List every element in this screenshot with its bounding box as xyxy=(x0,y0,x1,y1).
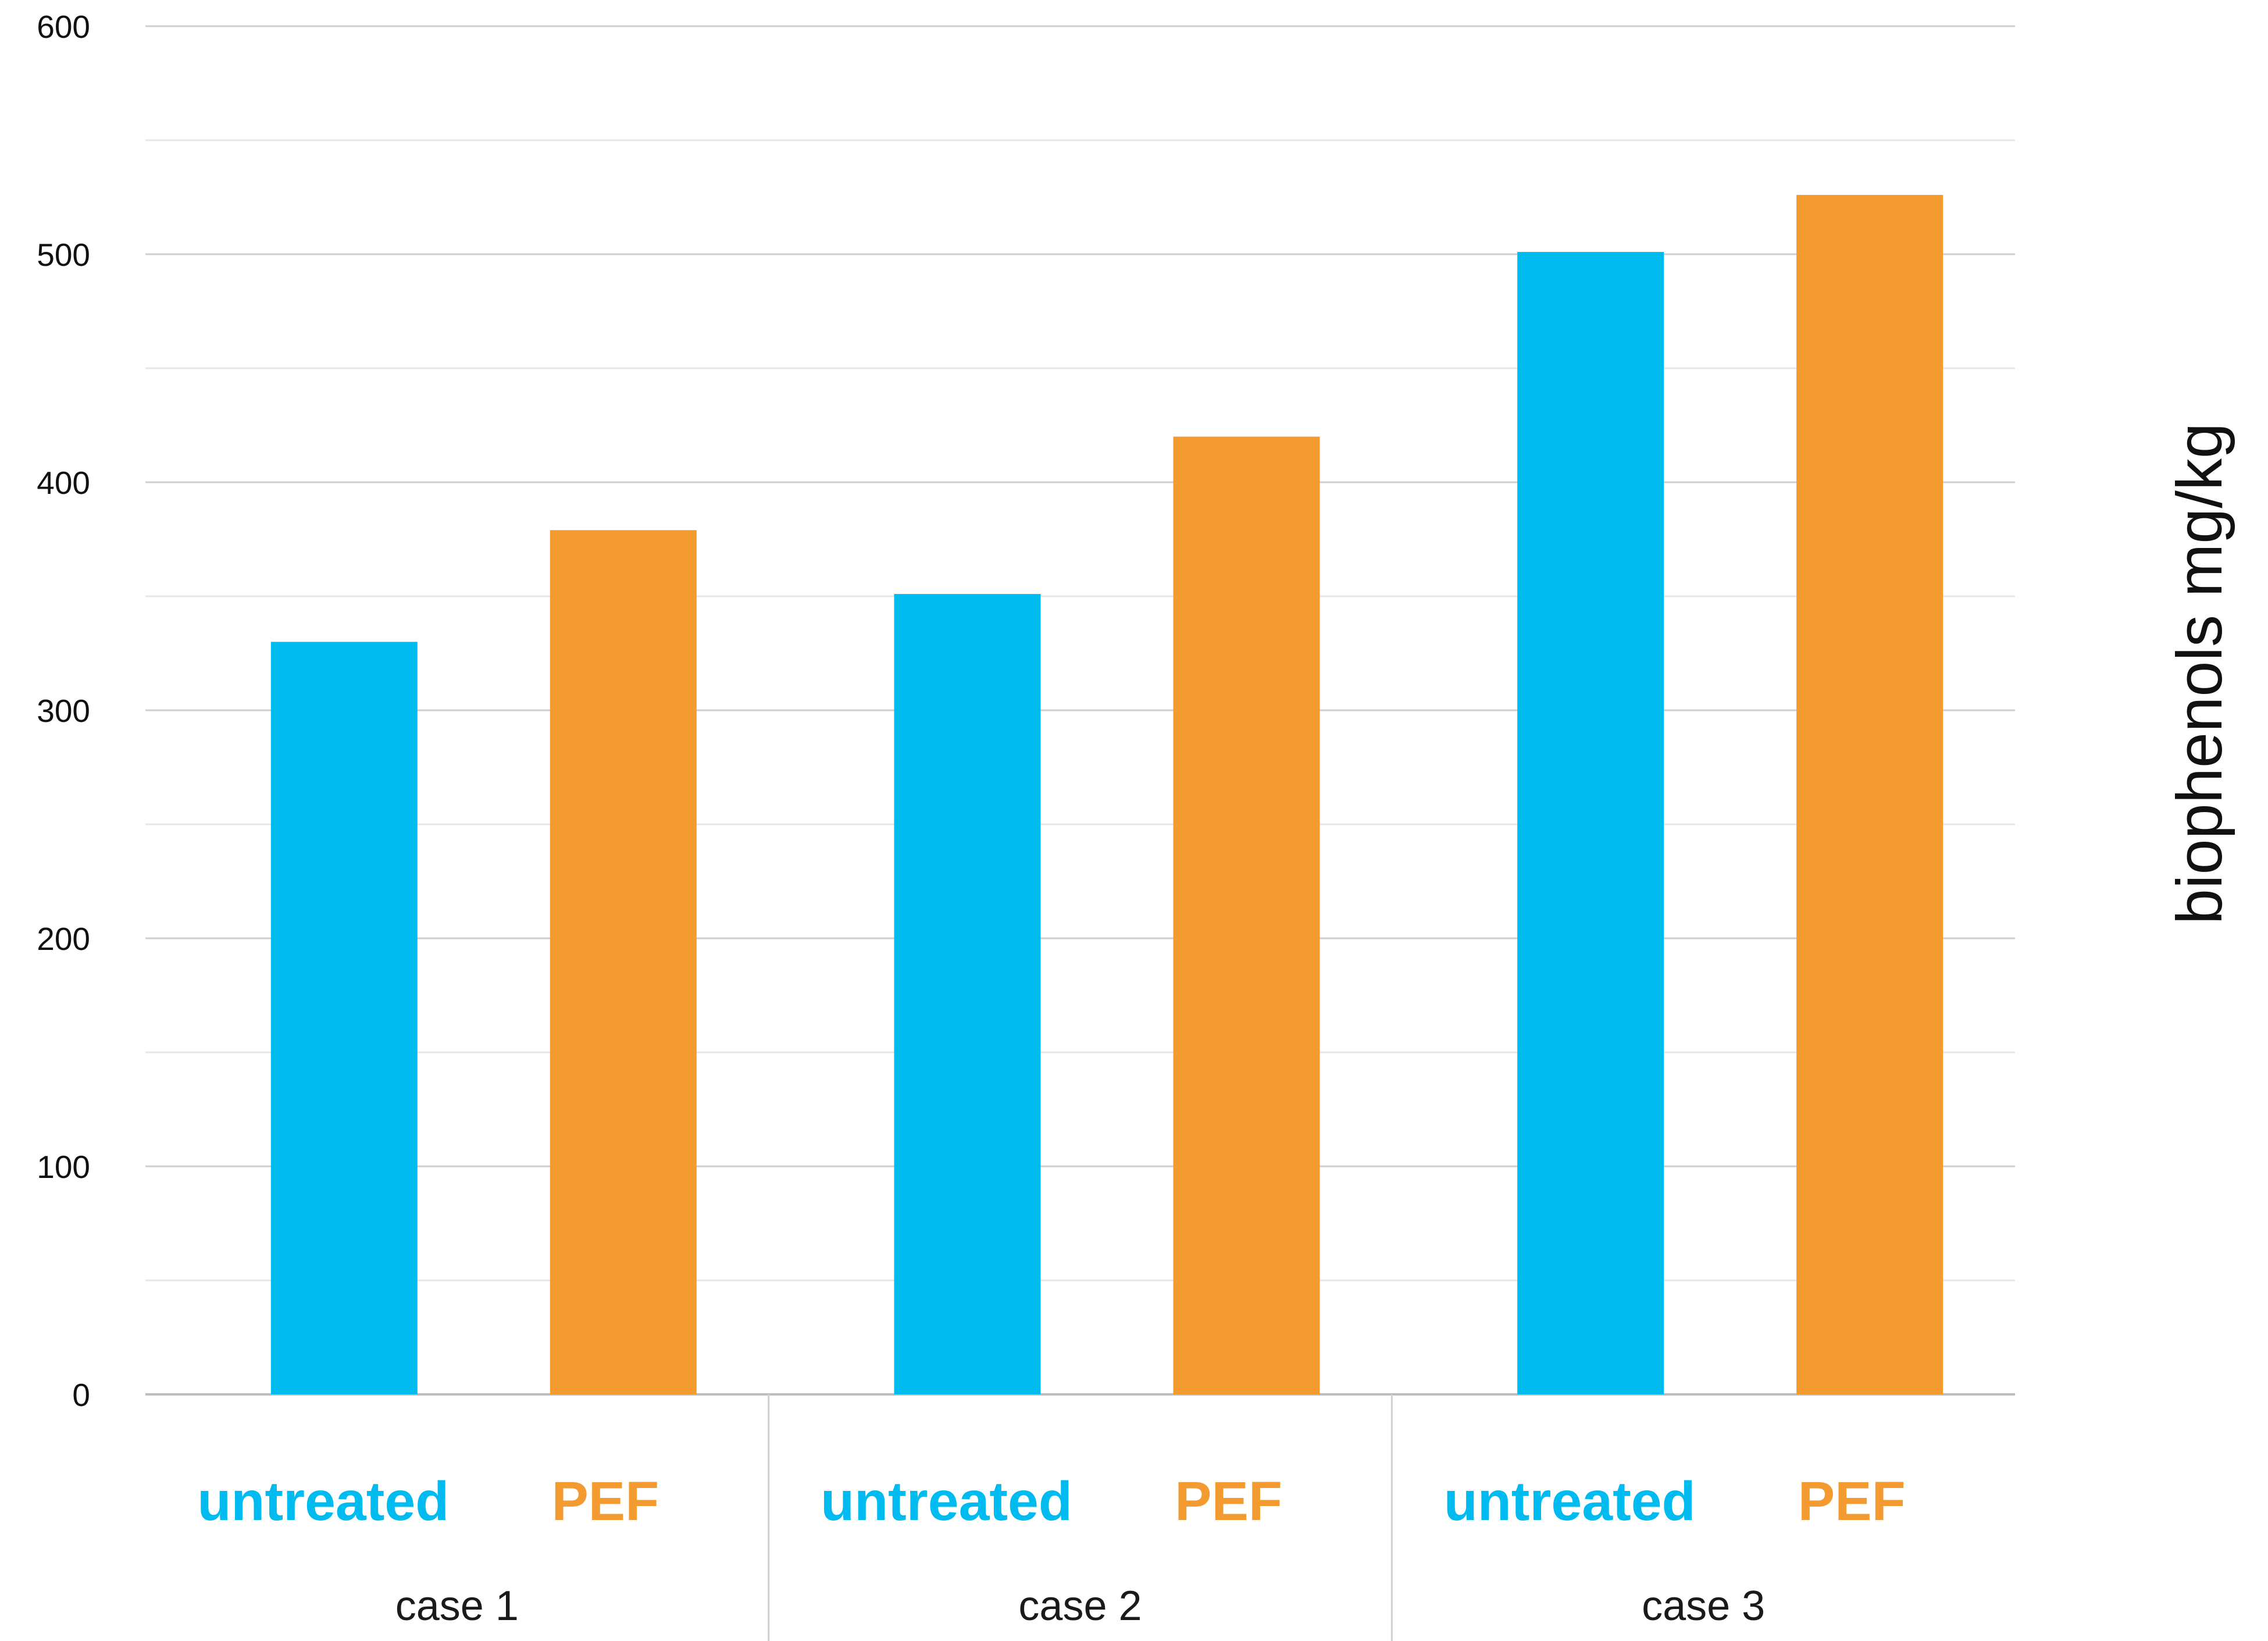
y-tick-label: 100 xyxy=(37,1149,90,1185)
series-label-pef: PEF xyxy=(1798,1471,1906,1532)
bar-pef-case-2 xyxy=(1174,437,1320,1394)
x-axis-labels: untreated PEF case 1 untreated PEF case 2 untr… xyxy=(197,1394,1905,1641)
series-label-untreated: untreated xyxy=(821,1471,1072,1532)
case-label: case 2 xyxy=(1018,1583,1142,1629)
series-label-untreated: untreated xyxy=(197,1471,449,1532)
series-label-pef: PEF xyxy=(1175,1471,1282,1532)
y-axis-ticks: 0 100 200 300 400 500 600 xyxy=(37,9,90,1413)
grid-lines xyxy=(145,26,2015,1394)
bar-untreated-case-2 xyxy=(894,594,1041,1394)
y-tick-label: 400 xyxy=(37,465,90,501)
series-label-untreated: untreated xyxy=(1444,1471,1696,1532)
y-tick-label: 300 xyxy=(37,693,90,729)
bar-untreated-case-1 xyxy=(271,642,418,1394)
case-label: case 1 xyxy=(395,1583,519,1629)
case-label: case 3 xyxy=(1642,1583,1765,1629)
series-label-pef: PEF xyxy=(551,1471,659,1532)
bar-pef-case-3 xyxy=(1796,195,1943,1394)
bar-untreated-case-3 xyxy=(1517,252,1664,1394)
bar-pef-case-1 xyxy=(550,530,697,1394)
bars xyxy=(271,195,1943,1394)
y-tick-label: 0 xyxy=(72,1377,90,1413)
y-tick-label: 600 xyxy=(37,9,90,45)
y-tick-label: 200 xyxy=(37,921,90,957)
y-axis-label: biophenols mg/kg xyxy=(2164,423,2235,924)
y-tick-label: 500 xyxy=(37,237,90,273)
